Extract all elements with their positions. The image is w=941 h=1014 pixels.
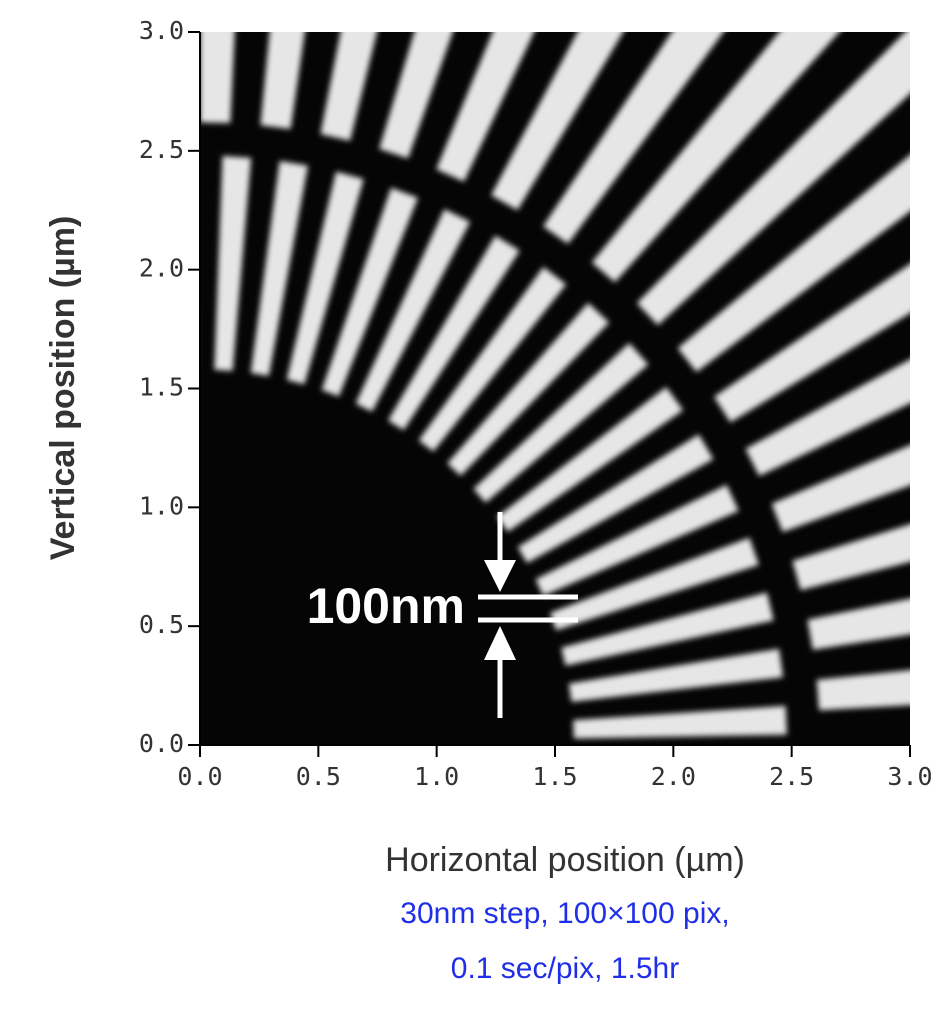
x-axis-label: Horizontal position (µm) [385,841,745,879]
scan-spoke [473,343,649,503]
scan-spoke [260,32,305,129]
scan-spoke [200,32,235,124]
x-tick-label: 1.0 [414,762,459,791]
scan-spoke [535,484,739,596]
scan-spoke [320,32,378,141]
y-tick-label: 1.5 [139,373,184,402]
scan-spoke [321,187,418,397]
y-tick-label: 2.0 [139,254,184,283]
scan-spoke [714,264,910,423]
y-tick-label: 2.5 [139,135,184,164]
y-axis-label: Vertical position (µm) [44,216,82,561]
scan-spoke [573,705,787,739]
scan-spoke [250,161,308,376]
x-tick-label: 1.5 [532,762,577,791]
x-tick-label: 2.5 [769,762,814,791]
scan-spoke [355,209,471,412]
caption-line: 30nm step, 100×100 pix, [400,897,729,930]
scan-spoke [816,670,910,711]
scan-spoke [550,537,759,631]
scan-spoke [543,32,724,244]
scan-spoke [497,387,684,532]
scan-spoke [745,359,910,476]
x-tick-label: 2.0 [651,762,696,791]
scan-spoke [286,171,364,385]
scan-spoke [491,32,624,211]
scan-spoke [807,598,910,650]
y-tick-label: 1.0 [139,491,184,520]
scan-spoke [214,156,252,371]
scan-spoke [771,445,910,533]
x-tick-label: 3.0 [887,762,932,791]
scan-spoke [636,32,910,326]
scan-spoke [677,155,910,372]
y-tick-label: 0.5 [139,610,184,639]
scan-spoke [792,524,910,591]
scan-spoke [568,648,784,702]
scan-image [200,32,910,739]
scan-spoke [436,32,535,182]
scan-spoke [561,592,774,666]
scan-spoke [447,302,610,476]
x-tick-label: 0.0 [177,762,222,791]
y-tick-label: 0.0 [139,729,184,758]
scan-spoke [418,266,567,452]
scale-arrows [478,512,578,718]
scan-spoke [591,32,840,283]
scan-spoke [379,32,453,159]
y-tick-label: 3.0 [139,16,184,45]
x-tick-label: 0.5 [296,762,341,791]
caption-line: 0.1 sec/pix, 1.5hr [451,952,679,985]
scan-spoke [517,434,714,563]
scale-annotation: 100nm [307,578,465,634]
scan-spoke [388,235,520,431]
